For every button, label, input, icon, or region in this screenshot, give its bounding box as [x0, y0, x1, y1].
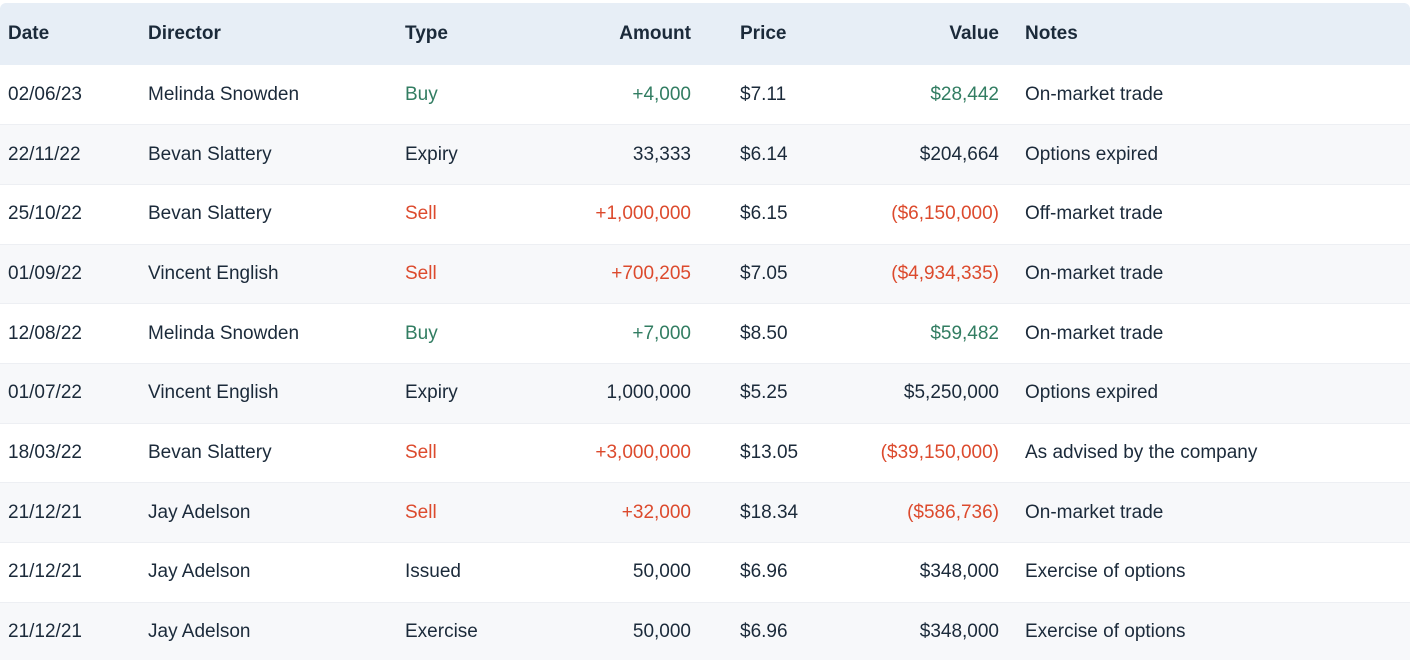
cell-value: $348,000 — [919, 621, 999, 643]
cell-notes: As advised by the company — [1025, 441, 1258, 463]
cell-type: Exercise — [405, 621, 478, 643]
cell-value: ($4,934,335) — [891, 262, 999, 284]
cell-amount: 33,333 — [632, 143, 691, 165]
col-header-price: Price — [692, 3, 810, 65]
cell-value: $204,664 — [919, 143, 999, 165]
cell-date: 21/12/21 — [8, 501, 82, 523]
cell-amount: +7,000 — [632, 322, 691, 344]
cell-value: $59,482 — [930, 322, 999, 344]
table-header: Date Director Type Amount Price Value Notes — [0, 3, 1410, 65]
col-header-date: Date — [0, 3, 140, 65]
cell-value: ($586,736) — [907, 501, 999, 523]
cell-type: Buy — [405, 322, 438, 344]
cell-director: Jay Adelson — [148, 501, 251, 523]
cell-type: Expiry — [405, 382, 458, 404]
cell-amount: +700,205 — [611, 262, 691, 284]
cell-value: $5,250,000 — [903, 382, 999, 404]
cell-date: 21/12/21 — [8, 561, 82, 583]
cell-notes: Options expired — [1025, 382, 1159, 404]
cell-director: Melinda Snowden — [148, 83, 300, 105]
cell-director: Bevan Slattery — [148, 441, 272, 463]
cell-type: Buy — [405, 83, 438, 105]
cell-date: 22/11/22 — [8, 143, 81, 165]
cell-price: $6.96 — [740, 561, 788, 583]
table-row: 18/03/22 Bevan Slattery Sell +3,000,000 $13.… — [0, 423, 1410, 483]
cell-director: Vincent English — [148, 382, 279, 404]
cell-price: $7.05 — [740, 262, 788, 284]
director-trades-table: Date Director Type Amount Price Value Notes 02… — [0, 3, 1410, 660]
table-row: 01/07/22 Vincent English Expiry 1,000,000 $5… — [0, 363, 1410, 424]
cell-director: Jay Adelson — [148, 621, 251, 643]
table-row: 22/11/22 Bevan Slattery Expiry 33,333 $6.14 $… — [0, 124, 1410, 185]
cell-notes: On-market trade — [1025, 322, 1164, 344]
table-row: 21/12/21 Jay Adelson Issued 50,000 $6.96 $348… — [0, 543, 1410, 603]
cell-price: $18.34 — [740, 501, 799, 523]
cell-amount: 50,000 — [632, 621, 691, 643]
cell-price: $5.25 — [740, 382, 788, 404]
cell-date: 18/03/22 — [8, 441, 82, 463]
cell-type: Sell — [405, 441, 437, 463]
cell-value: $348,000 — [919, 561, 999, 583]
cell-date: 01/07/22 — [8, 382, 82, 404]
col-header-value: Value — [810, 3, 1000, 65]
cell-notes: Options expired — [1025, 143, 1159, 165]
cell-amount: +4,000 — [632, 83, 691, 105]
table-row: 25/10/22 Bevan Slattery Sell +1,000,000 $6.1… — [0, 184, 1410, 245]
cell-value: $28,442 — [930, 83, 999, 105]
col-header-director: Director — [140, 3, 397, 65]
cell-notes: Exercise of options — [1025, 621, 1186, 643]
col-header-notes: Notes — [1000, 3, 1410, 65]
cell-type: Sell — [405, 203, 437, 225]
cell-type: Issued — [405, 561, 461, 583]
cell-type: Sell — [405, 501, 437, 523]
cell-date: 21/12/21 — [8, 621, 82, 643]
cell-notes: Exercise of options — [1025, 561, 1186, 583]
cell-value: ($39,150,000) — [880, 441, 999, 463]
table-row: 21/12/21 Jay Adelson Exercise 50,000 $6.96 $3… — [0, 602, 1410, 660]
table-row: 02/06/23 Melinda Snowden Buy +4,000 $7.11 $28… — [0, 65, 1410, 125]
col-header-amount: Amount — [549, 3, 692, 65]
cell-price: $8.50 — [740, 322, 788, 344]
cell-value: ($6,150,000) — [891, 203, 999, 225]
cell-amount: +3,000,000 — [595, 441, 691, 463]
cell-amount: +1,000,000 — [595, 203, 691, 225]
cell-price: $13.05 — [740, 441, 799, 463]
cell-date: 02/06/23 — [8, 83, 82, 105]
cell-director: Bevan Slattery — [148, 143, 272, 165]
col-header-type: Type — [397, 3, 549, 65]
cell-notes: On-market trade — [1025, 501, 1164, 523]
cell-amount: 50,000 — [632, 561, 691, 583]
cell-notes: Off-market trade — [1025, 203, 1163, 225]
cell-amount: +32,000 — [621, 501, 691, 523]
table-row: 21/12/21 Jay Adelson Sell +32,000 $18.34 ($58… — [0, 482, 1410, 543]
cell-date: 12/08/22 — [8, 322, 82, 344]
cell-date: 01/09/22 — [8, 262, 82, 284]
trades-table-body: 02/06/23 Melinda Snowden Buy +4,000 $7.11 $28… — [0, 65, 1410, 660]
table-row: 01/09/22 Vincent English Sell +700,205 $7.05… — [0, 244, 1410, 304]
cell-director: Melinda Snowden — [148, 322, 300, 344]
table-row: 12/08/22 Melinda Snowden Buy +7,000 $8.50 $59… — [0, 304, 1410, 364]
cell-price: $6.15 — [740, 203, 788, 225]
cell-date: 25/10/22 — [8, 203, 82, 225]
cell-type: Expiry — [405, 143, 458, 165]
cell-notes: On-market trade — [1025, 83, 1164, 105]
cell-price: $6.14 — [740, 143, 788, 165]
cell-notes: On-market trade — [1025, 262, 1164, 284]
cell-director: Bevan Slattery — [148, 203, 272, 225]
header-row: Date Director Type Amount Price Value Notes — [0, 3, 1410, 65]
cell-price: $7.11 — [740, 83, 787, 105]
cell-price: $6.96 — [740, 621, 788, 643]
cell-type: Sell — [405, 262, 437, 284]
cell-director: Jay Adelson — [148, 561, 251, 583]
cell-director: Vincent English — [148, 262, 279, 284]
cell-amount: 1,000,000 — [606, 382, 691, 404]
